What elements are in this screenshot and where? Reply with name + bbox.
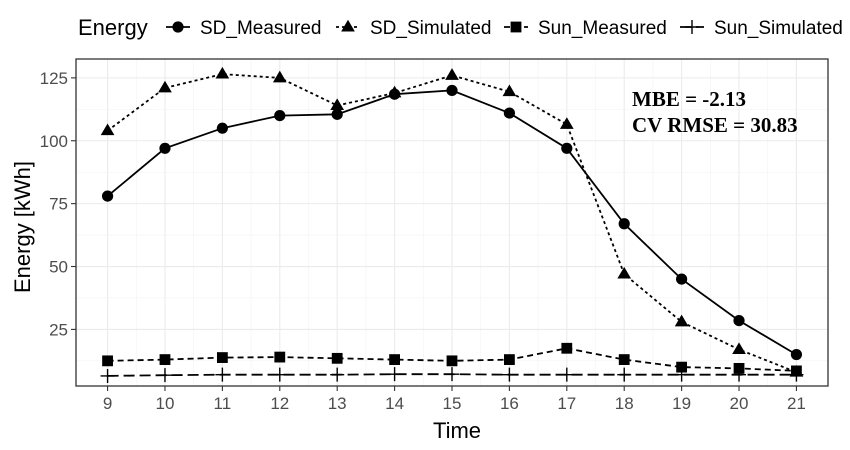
data-point-sd-measured xyxy=(503,107,516,119)
mbe-annotation: MBE = -2.13 xyxy=(632,87,746,111)
data-point-sun-simulated xyxy=(502,367,517,382)
data-point-sun-simulated xyxy=(330,367,345,382)
plot-panel: 9 10 11 12 13 14 15 16 17 18 19 20 21 25 50 75 100 125 xyxy=(40,58,829,413)
data-point-sun-measured xyxy=(102,355,113,367)
data-point-sun-measured xyxy=(618,354,630,365)
y-axis-title: Energy [kWh] xyxy=(10,161,35,293)
data-point-sd-simulated xyxy=(215,66,230,79)
x-tick-label: 19 xyxy=(672,394,691,413)
data-point-sun-simulated xyxy=(617,367,632,382)
x-tick-label: 18 xyxy=(615,394,634,413)
x-tick-label: 20 xyxy=(730,394,749,413)
x-tick-label: 12 xyxy=(270,394,289,413)
cv-rmse-annotation: CV RMSE = 30.83 xyxy=(632,113,798,137)
data-point-sun-simulated xyxy=(559,367,574,382)
data-point-sd-measured xyxy=(790,348,803,361)
x-tick-label: 16 xyxy=(500,394,519,413)
data-point-sd-simulated xyxy=(617,266,632,279)
x-tick-label: 17 xyxy=(557,394,576,413)
y-tick-label: 125 xyxy=(40,69,68,88)
data-point-sun-simulated xyxy=(157,368,172,383)
data-point-sd-simulated xyxy=(330,98,345,110)
y-tick-label: 75 xyxy=(49,195,68,214)
data-point-sd-simulated xyxy=(100,123,115,136)
data-point-sun-measured xyxy=(504,354,515,365)
data-point-sun-simulated xyxy=(674,367,689,382)
data-point-sd-measured xyxy=(446,84,458,97)
data-point-sun-measured xyxy=(389,354,400,365)
data-point-sun-measured xyxy=(446,355,458,367)
data-point-sd-simulated xyxy=(502,84,517,97)
data-point-sd-measured xyxy=(733,315,745,327)
data-point-sd-measured xyxy=(274,109,286,122)
data-point-sun-simulated xyxy=(387,367,402,382)
data-point-sd-measured xyxy=(101,190,114,202)
legend-label-sd-simulated: SD_Simulated xyxy=(370,18,491,39)
x-tick-label: 14 xyxy=(385,394,404,413)
data-point-sd-simulated xyxy=(387,85,402,98)
data-point-sun-measured xyxy=(676,361,688,373)
data-point-sun-measured xyxy=(274,351,286,363)
x-tick-label: 10 xyxy=(156,394,175,413)
data-point-sd-simulated xyxy=(158,80,172,93)
legend-label-sun-simulated: Sun_Simulated xyxy=(714,18,843,39)
x-tick-label: 21 xyxy=(787,394,806,413)
annotations: MBE = -2.13 CV RMSE = 30.83 xyxy=(632,87,798,137)
legend-key-marker-sd-simulated xyxy=(341,19,355,32)
data-point-sun-measured xyxy=(331,352,343,364)
legend-title: Energy xyxy=(78,15,148,40)
x-tick-label: 13 xyxy=(328,394,347,413)
legend: Energy SD_Measured SD_Simulated Sun_Measur… xyxy=(78,15,843,40)
data-point-sun-measured xyxy=(216,352,228,363)
y-tick-label: 100 xyxy=(40,132,68,151)
x-axis-title: Time xyxy=(433,418,481,443)
data-point-sun-simulated xyxy=(445,367,459,382)
legend-label-sd-measured: SD_Measured xyxy=(200,18,321,39)
data-point-sd-measured xyxy=(216,122,228,134)
data-point-sun-simulated xyxy=(272,367,287,382)
data-point-sun-measured xyxy=(159,354,171,365)
y-tick-label: 25 xyxy=(49,320,68,339)
x-tick-label: 15 xyxy=(443,394,462,413)
data-point-sun-simulated xyxy=(100,368,115,383)
data-point-sd-measured xyxy=(159,142,171,154)
legend-key-marker-sun-measured xyxy=(510,21,522,33)
x-tick-label: 11 xyxy=(214,394,232,413)
data-point-sun-simulated xyxy=(789,367,804,382)
data-point-sun-measured xyxy=(561,342,573,354)
x-tick-label: 9 xyxy=(103,394,112,413)
data-point-sd-measured xyxy=(676,273,688,285)
data-point-sd-measured xyxy=(618,218,630,230)
legend-label-sun-measured: Sun_Measured xyxy=(538,18,667,39)
data-point-sd-measured xyxy=(331,108,343,120)
data-point-sd-simulated xyxy=(445,68,459,80)
data-point-sd-simulated xyxy=(674,314,689,327)
data-point-sd-measured xyxy=(561,142,573,154)
data-point-sun-simulated xyxy=(215,367,230,382)
data-point-sun-simulated xyxy=(732,367,747,382)
data-point-sd-simulated xyxy=(272,70,287,83)
legend-key-marker-sd-measured xyxy=(172,21,184,33)
data-point-sd-simulated xyxy=(559,117,574,129)
y-tick-label: 50 xyxy=(49,258,68,277)
data-point-sd-simulated xyxy=(732,342,746,354)
legend-key-marker-sun-simulated xyxy=(685,20,699,34)
